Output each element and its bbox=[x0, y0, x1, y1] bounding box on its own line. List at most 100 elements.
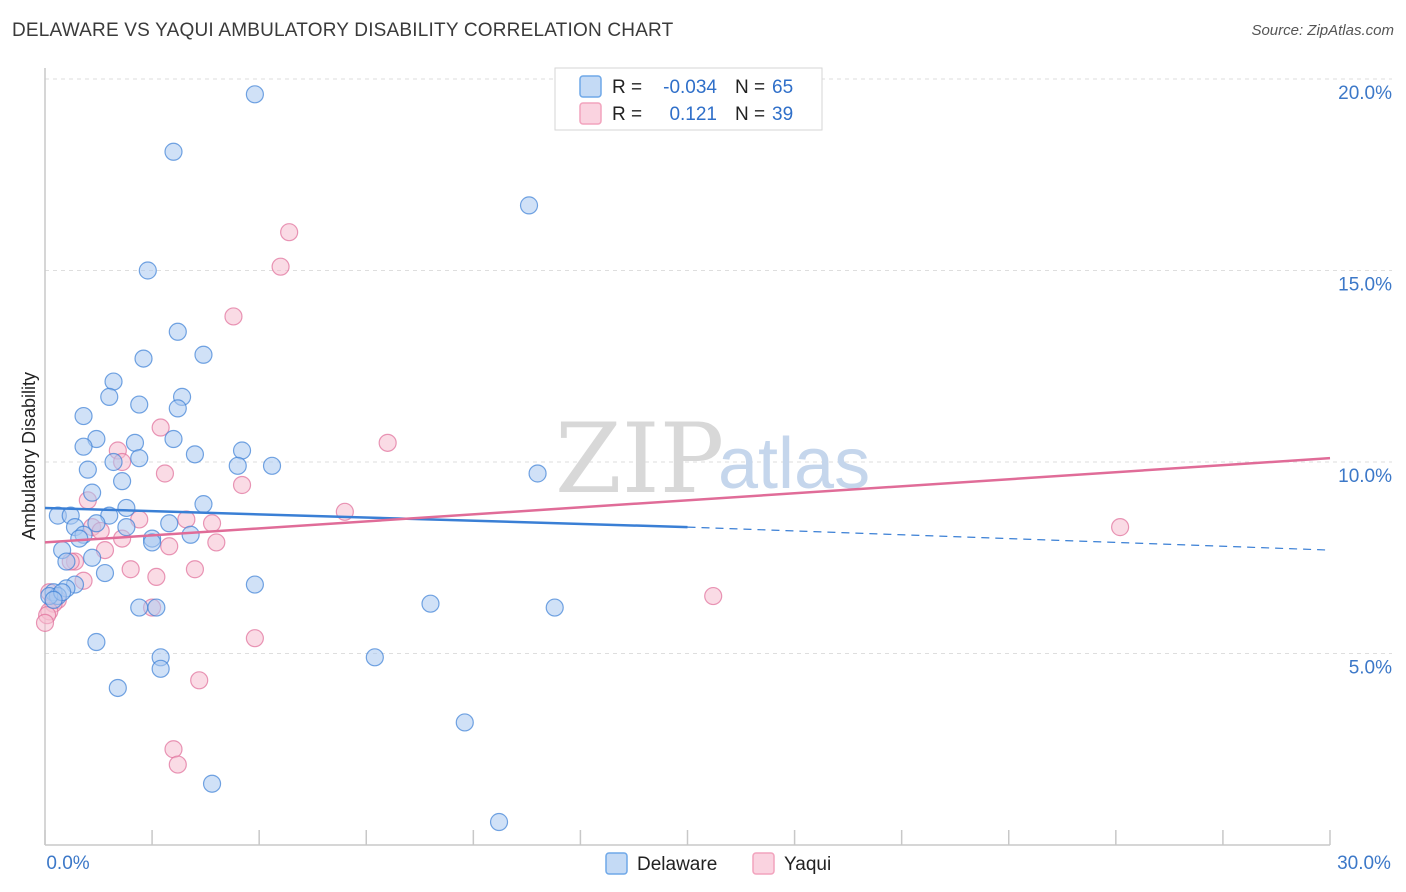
delaware-point bbox=[134, 349, 153, 368]
stats-r-label-yaqui: R = bbox=[612, 104, 642, 125]
delaware-point bbox=[151, 659, 170, 678]
delaware-point bbox=[142, 533, 162, 552]
legend-swatch-delaware bbox=[605, 852, 628, 875]
grid-lines bbox=[45, 78, 1392, 654]
legend-label-yaqui: Yaqui bbox=[784, 854, 831, 875]
delaware-point bbox=[117, 498, 136, 518]
y-tick-labels: 5.0% 10.0% 15.0% 20.0% bbox=[1338, 83, 1392, 679]
delaware-point bbox=[421, 594, 440, 613]
delaware-point bbox=[181, 525, 200, 544]
yaqui-point bbox=[168, 755, 187, 774]
yaqui-point bbox=[185, 560, 205, 579]
yaqui-point bbox=[207, 533, 226, 552]
delaware-point bbox=[185, 445, 205, 464]
yaqui-point bbox=[151, 418, 170, 437]
series-delaware bbox=[40, 85, 564, 832]
delaware-point bbox=[112, 472, 132, 491]
stats-r-label-delaware: R = bbox=[612, 77, 642, 98]
delaware-point bbox=[245, 85, 264, 104]
delaware-point bbox=[87, 632, 106, 652]
yaqui-point bbox=[147, 567, 166, 587]
delaware-point bbox=[365, 648, 384, 667]
y-tick-label: 15.0% bbox=[1338, 275, 1392, 296]
delaware-point bbox=[528, 464, 547, 483]
delaware-point bbox=[95, 563, 115, 583]
delaware-point bbox=[138, 261, 157, 280]
yaqui-point bbox=[280, 223, 299, 242]
stats-n-value-delaware: 65 bbox=[772, 77, 793, 98]
yaqui-point bbox=[378, 433, 397, 452]
delaware-point bbox=[130, 598, 149, 617]
watermark: ZIP atlas bbox=[555, 403, 870, 515]
delaware-point bbox=[104, 372, 123, 391]
yaqui-point bbox=[1111, 518, 1130, 537]
watermark-zip: ZIP bbox=[555, 403, 724, 515]
delaware-point bbox=[519, 196, 539, 215]
y-tick-label: 10.0% bbox=[1338, 466, 1392, 487]
legend-swatch-yaqui bbox=[752, 852, 775, 875]
delaware-point bbox=[164, 142, 183, 161]
y-tick-label: 20.0% bbox=[1338, 83, 1392, 104]
legend: Delaware Yaqui bbox=[605, 852, 831, 875]
yaqui-point bbox=[202, 514, 222, 533]
yaqui-point bbox=[35, 613, 55, 632]
yaqui-point bbox=[704, 586, 723, 606]
x-tick-label-min: 0.0% bbox=[46, 853, 89, 874]
delaware-point bbox=[160, 514, 179, 533]
delaware-point bbox=[108, 678, 127, 698]
delaware-point bbox=[194, 495, 213, 514]
delaware-point bbox=[87, 514, 106, 533]
delaware-point bbox=[78, 460, 97, 479]
stats-r-value-yaqui: 0.121 bbox=[669, 104, 717, 125]
delaware-point bbox=[83, 548, 102, 567]
delaware-point bbox=[164, 429, 183, 449]
legend-label-delaware: Delaware bbox=[637, 854, 717, 875]
yaqui-point bbox=[224, 307, 243, 326]
yaqui-point bbox=[121, 560, 140, 579]
source-credit: Source: ZipAtlas.com bbox=[1251, 22, 1394, 39]
y-axis-label: Ambulatory Disability bbox=[19, 372, 39, 540]
delaware-point bbox=[74, 406, 93, 426]
delaware-trend-line bbox=[44, 506, 688, 529]
y-tick-label: 5.0% bbox=[1349, 658, 1392, 679]
yaqui-point bbox=[155, 464, 175, 483]
delaware-point bbox=[489, 812, 509, 832]
yaqui-point bbox=[232, 475, 252, 495]
yaqui-point bbox=[160, 537, 179, 556]
delaware-point bbox=[57, 552, 76, 571]
yaqui-point bbox=[245, 629, 264, 648]
stats-swatch-yaqui bbox=[579, 102, 602, 125]
delaware-point bbox=[194, 345, 213, 364]
stats-box: R = -0.034 N = 65 R = 0.121 N = 39 bbox=[554, 67, 823, 131]
delaware-point bbox=[232, 441, 252, 460]
yaqui-trend-line bbox=[44, 456, 1331, 544]
delaware-point bbox=[83, 483, 102, 502]
delaware-point bbox=[545, 598, 564, 617]
trend-lines bbox=[44, 456, 1331, 551]
x-tick-label-max: 30.0% bbox=[1337, 853, 1391, 874]
yaqui-point bbox=[271, 257, 290, 276]
delaware-point bbox=[104, 452, 123, 472]
stats-n-value-yaqui: 39 bbox=[772, 104, 793, 125]
delaware-point bbox=[455, 713, 474, 732]
delaware-point bbox=[74, 437, 93, 456]
stats-n-label-yaqui: N = bbox=[735, 104, 765, 125]
delaware-point bbox=[168, 322, 187, 341]
delaware-point bbox=[168, 399, 187, 418]
watermark-atlas: atlas bbox=[718, 424, 870, 504]
delaware-point bbox=[44, 590, 63, 609]
delaware-point bbox=[245, 575, 264, 594]
x-axis-ticks bbox=[44, 830, 1331, 845]
delaware-point bbox=[130, 449, 149, 468]
delaware-point bbox=[100, 387, 119, 406]
delaware-point bbox=[130, 395, 149, 414]
stats-n-label-delaware: N = bbox=[735, 77, 765, 98]
stats-r-value-delaware: -0.034 bbox=[663, 77, 717, 98]
delaware-point bbox=[202, 774, 222, 793]
delaware-trend-extension bbox=[687, 526, 1331, 551]
yaqui-point bbox=[164, 740, 183, 759]
chart-title: DELAWARE VS YAQUI AMBULATORY DISABILITY … bbox=[12, 20, 674, 41]
delaware-point bbox=[228, 456, 247, 475]
delaware-point bbox=[262, 456, 282, 475]
